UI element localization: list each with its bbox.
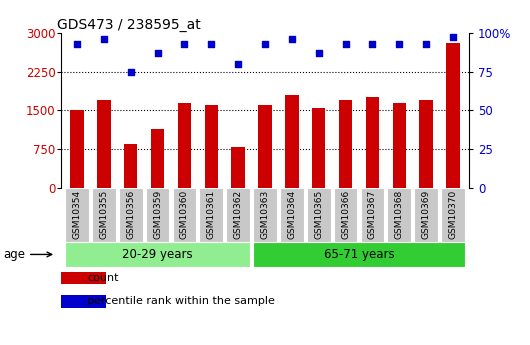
Bar <box>285 95 298 188</box>
Point <box>127 69 135 74</box>
Text: 65-71 years: 65-71 years <box>324 248 394 261</box>
Point <box>261 41 269 46</box>
Point <box>422 41 430 46</box>
Text: GSM10355: GSM10355 <box>100 190 109 239</box>
Text: percentile rank within the sample: percentile rank within the sample <box>87 296 276 306</box>
Bar <box>441 188 465 241</box>
Bar <box>307 188 331 241</box>
Bar <box>360 188 384 241</box>
Bar <box>366 97 379 188</box>
Bar <box>97 100 111 188</box>
Point <box>395 41 403 46</box>
Bar <box>205 105 218 188</box>
Point <box>314 50 323 56</box>
Bar <box>146 188 170 241</box>
Text: GDS473 / 238595_at: GDS473 / 238595_at <box>57 18 201 32</box>
Point <box>341 41 350 46</box>
Text: GSM10365: GSM10365 <box>314 190 323 239</box>
Bar <box>312 108 325 188</box>
Bar <box>339 100 352 188</box>
Bar <box>124 144 137 188</box>
Text: GSM10370: GSM10370 <box>448 190 457 239</box>
Bar <box>446 43 460 188</box>
Bar <box>253 241 465 267</box>
Bar <box>92 188 116 241</box>
Point <box>180 41 189 46</box>
Text: GSM10366: GSM10366 <box>341 190 350 239</box>
Bar <box>387 188 411 241</box>
Text: GSM10367: GSM10367 <box>368 190 377 239</box>
Bar <box>151 128 164 188</box>
Text: count: count <box>87 273 119 283</box>
Bar <box>61 272 106 284</box>
Bar <box>61 295 106 308</box>
Text: GSM10359: GSM10359 <box>153 190 162 239</box>
Text: 20-29 years: 20-29 years <box>122 248 193 261</box>
Point <box>73 41 81 46</box>
Bar <box>280 188 304 241</box>
Bar <box>258 105 272 188</box>
Text: GSM10354: GSM10354 <box>73 190 82 239</box>
Bar <box>232 147 245 188</box>
Point <box>153 50 162 56</box>
Bar <box>253 188 277 241</box>
Bar <box>178 103 191 188</box>
Bar <box>65 241 250 267</box>
Point <box>449 35 457 40</box>
Point <box>368 41 377 46</box>
Bar <box>70 110 84 188</box>
Text: age: age <box>3 248 52 261</box>
Bar <box>419 100 433 188</box>
Text: GSM10364: GSM10364 <box>287 190 296 239</box>
Text: GSM10369: GSM10369 <box>421 190 430 239</box>
Point <box>288 36 296 42</box>
Text: GSM10363: GSM10363 <box>261 190 269 239</box>
Text: GSM10360: GSM10360 <box>180 190 189 239</box>
Bar <box>226 188 250 241</box>
Bar <box>119 188 143 241</box>
Bar <box>393 103 406 188</box>
Text: GSM10368: GSM10368 <box>395 190 404 239</box>
Text: GSM10361: GSM10361 <box>207 190 216 239</box>
Text: GSM10356: GSM10356 <box>126 190 135 239</box>
Bar <box>199 188 223 241</box>
Bar <box>173 188 196 241</box>
Point <box>234 61 242 67</box>
Point <box>100 36 108 42</box>
Point <box>207 41 216 46</box>
Bar <box>65 188 89 241</box>
Text: GSM10362: GSM10362 <box>234 190 243 239</box>
Bar <box>334 188 357 241</box>
Bar <box>414 188 438 241</box>
